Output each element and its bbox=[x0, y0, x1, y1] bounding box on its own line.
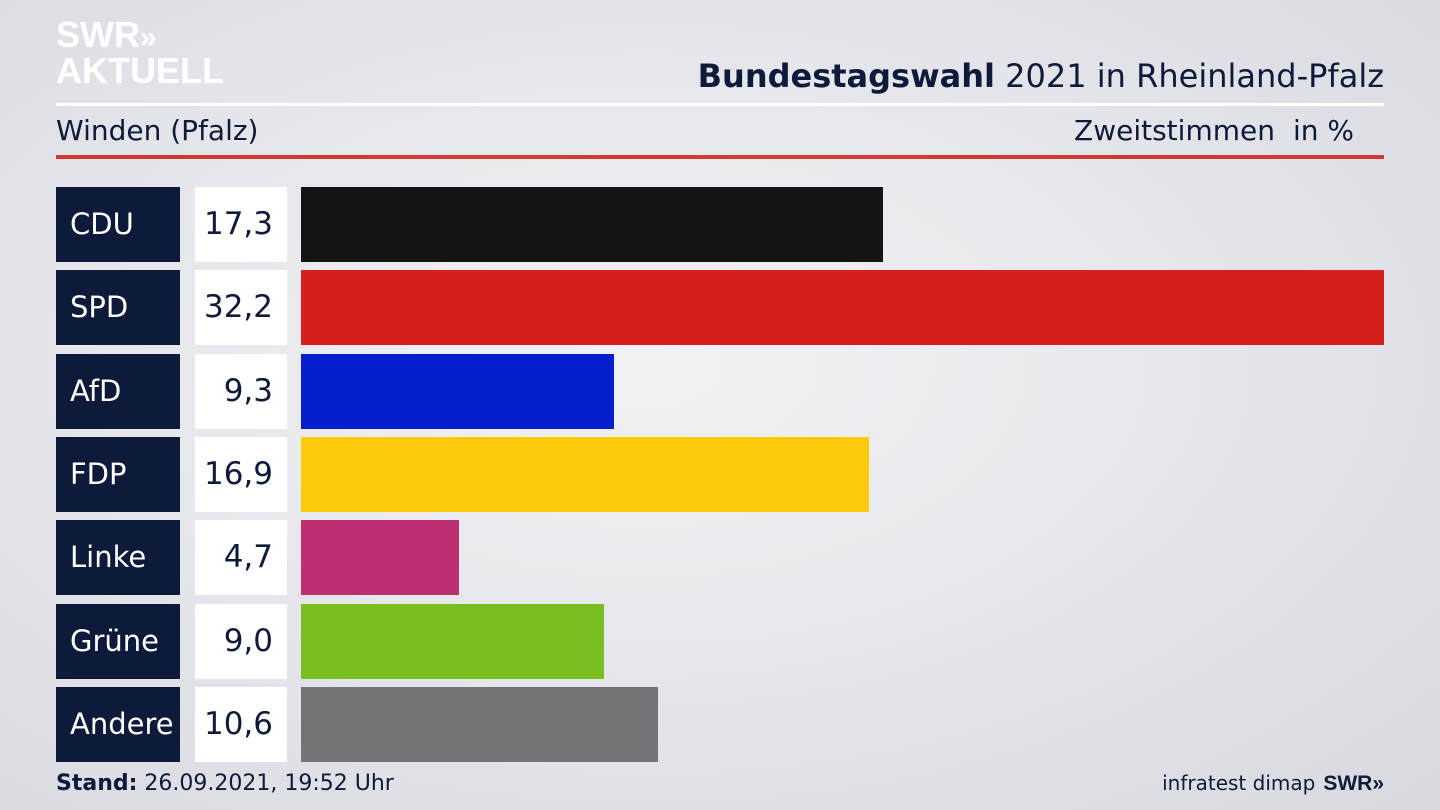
source-credit: infratest dimap SWR» bbox=[1162, 771, 1384, 796]
bar-value-label: 17,3 bbox=[195, 187, 287, 262]
subheader-divider bbox=[56, 155, 1384, 159]
bar-value-label: 9,3 bbox=[195, 354, 287, 429]
vote-type-label: Zweitstimmen bbox=[1074, 114, 1275, 147]
bar bbox=[301, 604, 604, 679]
bar-value-label: 32,2 bbox=[195, 270, 287, 345]
bar bbox=[301, 354, 614, 429]
stand-value: 26.09.2021, 19:52 Uhr bbox=[137, 771, 394, 796]
unit-label: in % bbox=[1292, 114, 1354, 147]
bar-value-label: 16,9 bbox=[195, 437, 287, 512]
bar bbox=[301, 187, 883, 262]
measure-label: Zweitstimmen in % bbox=[1074, 114, 1354, 147]
chart-title: Bundestagswahl 2021 in Rheinland-Pfalz bbox=[698, 57, 1384, 95]
footer-swr-text: SWR bbox=[1323, 772, 1373, 795]
bar-category-label: FDP bbox=[56, 437, 180, 512]
bar-category-label: CDU bbox=[56, 187, 180, 262]
header-divider bbox=[56, 103, 1384, 106]
bar bbox=[301, 270, 1384, 345]
bar bbox=[301, 687, 658, 762]
bar-value-label: 9,0 bbox=[195, 604, 287, 679]
bar bbox=[301, 437, 869, 512]
timestamp: Stand: 26.09.2021, 19:52 Uhr bbox=[56, 771, 394, 796]
bar-category-label: Linke bbox=[56, 520, 180, 595]
bar-category-label: Grüne bbox=[56, 604, 180, 679]
logo-swr-text: SWR bbox=[56, 14, 140, 55]
bar bbox=[301, 520, 459, 595]
bar-value-label: 4,7 bbox=[195, 520, 287, 595]
region-label: Winden (Pfalz) bbox=[56, 114, 259, 147]
bar-category-label: SPD bbox=[56, 270, 180, 345]
bar-value-label: 10,6 bbox=[195, 687, 287, 762]
chart-title-rest: 2021 in Rheinland-Pfalz bbox=[995, 57, 1384, 95]
bar-category-label: AfD bbox=[56, 354, 180, 429]
bar-category-label: Andere bbox=[56, 687, 180, 762]
chart-title-bold: Bundestagswahl bbox=[697, 57, 995, 95]
stand-label: Stand: bbox=[56, 771, 138, 796]
source-label: infratest dimap bbox=[1162, 771, 1316, 795]
footer-swr-logo: SWR» bbox=[1323, 772, 1384, 795]
footer-chevrons-icon: » bbox=[1372, 772, 1384, 795]
logo-aktuell-text: AKTUELL bbox=[56, 50, 224, 91]
swr-aktuell-logo: SWR» AKTUELL bbox=[56, 17, 224, 91]
